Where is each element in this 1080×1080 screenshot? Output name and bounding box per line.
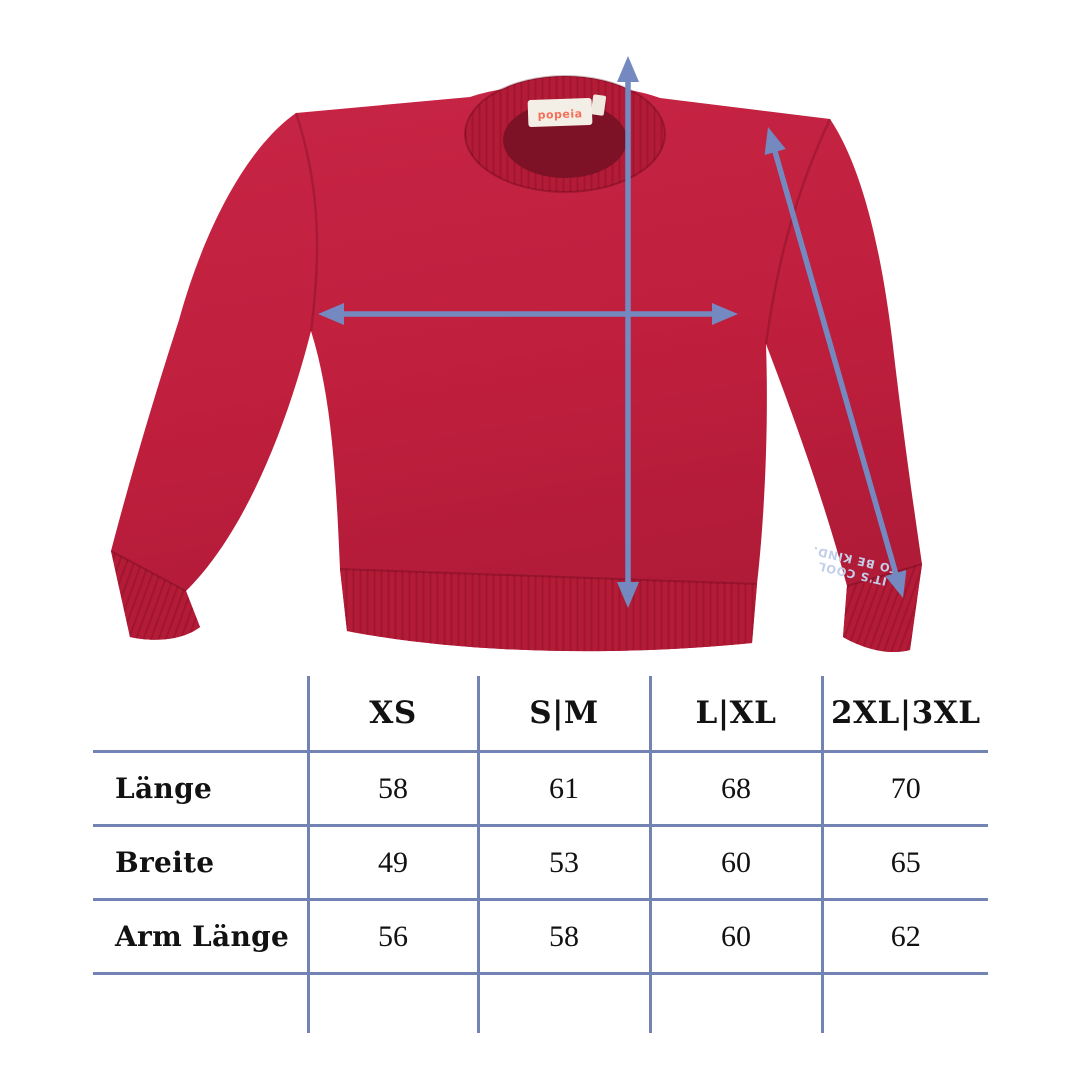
length-arrow	[617, 56, 639, 608]
row-label-arm-laenge: Arm Länge	[93, 899, 308, 975]
row-label-laenge: Länge	[93, 751, 308, 827]
row-label-breite: Breite	[93, 825, 308, 901]
cell-breite-lxl: 60	[648, 825, 822, 901]
length-arrowhead-top	[617, 56, 639, 82]
collar	[464, 75, 666, 193]
cell-laenge-lxl: 68	[648, 751, 822, 827]
cell-arm-laenge-2xl3xl: 62	[820, 899, 988, 975]
column-header-2xl3xl: 2XL|3XL	[820, 676, 988, 753]
width-arrowhead-left	[318, 303, 344, 325]
left-cuff	[110, 550, 200, 640]
sweatshirt-figure-svg: popeia IT'S COOL TO BE KIND.	[110, 56, 923, 653]
product-measurement-figure: popeia IT'S COOL TO BE KIND.	[110, 56, 923, 653]
arm-length-arrow	[764, 127, 907, 598]
width-arrowhead-right	[712, 303, 738, 325]
cell-arm-laenge-xs: 56	[306, 899, 478, 975]
size-table-header-row: XS S|M L|XL 2XL|3XL	[93, 676, 988, 753]
table-row-arm-laenge: Arm Länge 56 58 60 62	[93, 899, 988, 975]
column-header-xs: XS	[306, 676, 478, 753]
width-arrow	[318, 303, 738, 325]
cell-laenge-sm: 61	[476, 751, 650, 827]
column-header-sm: S|M	[476, 676, 650, 753]
left-armhole-seam	[294, 112, 319, 332]
cell-arm-laenge-lxl: 60	[648, 899, 822, 975]
corner-cell	[93, 676, 308, 753]
hem-band	[339, 568, 758, 652]
cell-breite-2xl3xl: 65	[820, 825, 988, 901]
cell-laenge-xs: 58	[306, 751, 478, 827]
table-row-breite: Breite 49 53 60 65	[93, 825, 988, 901]
arm-length-arrowhead-top	[764, 127, 786, 156]
cell-arm-laenge-sm: 58	[476, 899, 650, 975]
cell-breite-xs: 49	[306, 825, 478, 901]
right-armhole-seam	[764, 118, 832, 345]
length-arrowhead-bottom	[617, 582, 639, 608]
cell-laenge-2xl3xl: 70	[820, 751, 988, 827]
sweatshirt-body	[111, 84, 922, 653]
brand-tag-text: popeia	[537, 107, 582, 122]
arm-length-arrowhead-bottom	[885, 569, 907, 598]
column-header-lxl: L|XL	[648, 676, 822, 753]
table-row-empty	[93, 973, 988, 1033]
table-row-laenge: Länge 58 61 68 70	[93, 751, 988, 827]
cell-breite-sm: 53	[476, 825, 650, 901]
brand-tag: popeia	[527, 94, 607, 128]
size-table: XS S|M L|XL 2XL|3XL Länge 58 61 68 70 Br…	[93, 676, 988, 1033]
